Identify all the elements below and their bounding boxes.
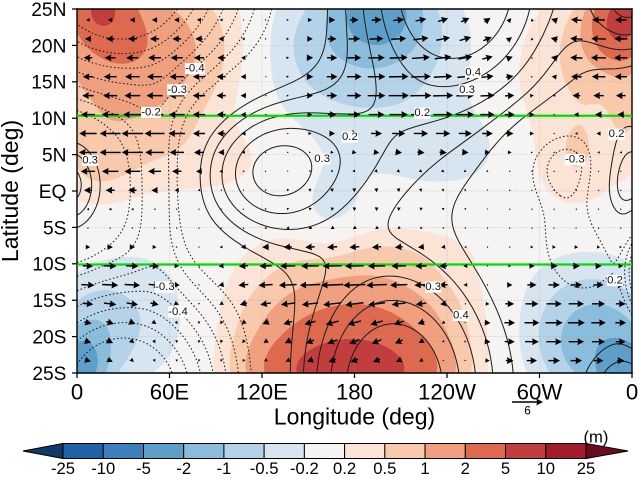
svg-text:0.2: 0.2	[607, 274, 623, 286]
svg-text:120W: 120W	[418, 380, 476, 405]
svg-text:(m): (m)	[584, 427, 609, 446]
svg-text:0.2: 0.2	[342, 131, 358, 143]
svg-text:-2: -2	[176, 459, 191, 478]
svg-text:0.5: 0.5	[373, 459, 396, 478]
svg-text:120E: 120E	[236, 380, 288, 405]
svg-text:0: 0	[626, 380, 638, 405]
svg-text:-0.2: -0.2	[290, 459, 319, 478]
svg-text:5: 5	[501, 459, 510, 478]
svg-text:25S: 25S	[32, 364, 66, 385]
svg-text:10: 10	[536, 459, 555, 478]
svg-text:-0.3: -0.3	[167, 84, 187, 96]
svg-text:EQ: EQ	[39, 182, 67, 203]
svg-text:0.3: 0.3	[459, 84, 475, 96]
svg-text:0.3: 0.3	[82, 154, 98, 166]
svg-text:Latitude (deg): Latitude (deg)	[0, 120, 23, 262]
svg-text:-0.4: -0.4	[185, 63, 205, 75]
svg-text:Longitude (deg): Longitude (deg)	[274, 403, 435, 429]
svg-text:10S: 10S	[32, 255, 66, 276]
svg-text:5N: 5N	[42, 146, 67, 167]
svg-text:20S: 20S	[32, 328, 66, 349]
svg-text:-25: -25	[51, 459, 75, 478]
svg-text:2: 2	[461, 459, 470, 478]
svg-text:-0.5: -0.5	[250, 459, 279, 478]
svg-text:-0.2: -0.2	[141, 106, 161, 118]
svg-text:6: 6	[524, 404, 531, 418]
svg-text:0.2: 0.2	[609, 128, 625, 140]
svg-text:180: 180	[336, 380, 373, 405]
svg-text:15N: 15N	[31, 73, 66, 94]
svg-text:20N: 20N	[31, 36, 66, 57]
svg-text:0.2: 0.2	[414, 107, 430, 119]
svg-text:0.4: 0.4	[465, 66, 481, 78]
svg-text:25: 25	[577, 459, 596, 478]
svg-text:-5: -5	[136, 459, 151, 478]
svg-text:0.3: 0.3	[314, 153, 330, 165]
svg-text:0.4: 0.4	[453, 309, 469, 321]
svg-text:10N: 10N	[31, 109, 66, 130]
svg-text:25N: 25N	[31, 0, 66, 21]
svg-text:60E: 60E	[150, 380, 190, 405]
svg-text:5S: 5S	[43, 218, 66, 239]
svg-text:-0.3: -0.3	[565, 154, 585, 166]
svg-text:0.3: 0.3	[425, 281, 441, 293]
svg-text:-0.4: -0.4	[168, 306, 188, 318]
svg-text:-10: -10	[91, 459, 115, 478]
svg-text:0.2: 0.2	[333, 459, 356, 478]
svg-text:-1: -1	[217, 459, 232, 478]
svg-text:0: 0	[71, 380, 83, 405]
svg-text:-0.3: -0.3	[155, 281, 175, 293]
svg-text:1: 1	[420, 459, 429, 478]
svg-text:15S: 15S	[32, 291, 66, 312]
